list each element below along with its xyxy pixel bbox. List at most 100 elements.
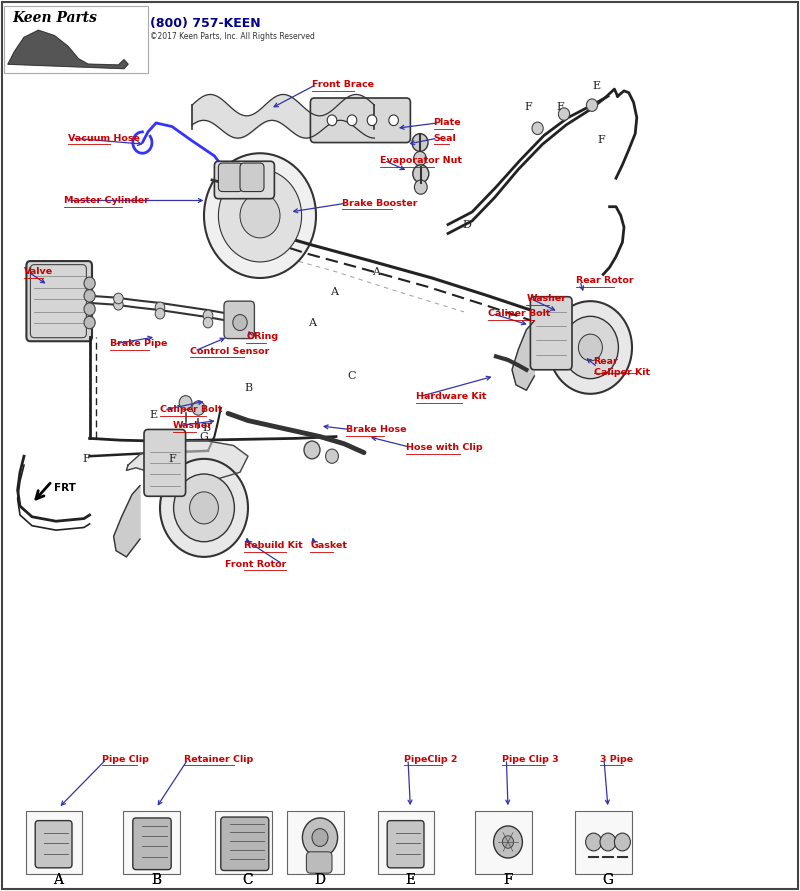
Text: F: F	[598, 135, 606, 145]
Circle shape	[502, 836, 514, 848]
Text: Hose with Clip: Hose with Clip	[406, 443, 483, 452]
Circle shape	[367, 115, 377, 126]
Text: A: A	[54, 873, 63, 887]
Text: Brake Pipe: Brake Pipe	[110, 339, 168, 348]
Text: Gasket: Gasket	[310, 541, 347, 550]
FancyBboxPatch shape	[133, 818, 171, 870]
Circle shape	[179, 396, 192, 410]
Circle shape	[240, 193, 280, 238]
Circle shape	[302, 818, 338, 857]
Text: Master Cylinder: Master Cylinder	[64, 196, 149, 205]
Polygon shape	[8, 30, 128, 69]
Polygon shape	[126, 441, 248, 481]
FancyBboxPatch shape	[310, 98, 410, 143]
Circle shape	[586, 99, 598, 111]
Text: Retainer Clip: Retainer Clip	[184, 755, 254, 764]
FancyBboxPatch shape	[221, 817, 269, 871]
Circle shape	[532, 122, 543, 135]
Text: C: C	[242, 873, 254, 887]
FancyBboxPatch shape	[530, 297, 572, 370]
Text: E: E	[406, 873, 415, 887]
Circle shape	[204, 153, 316, 278]
Text: B: B	[244, 382, 252, 393]
Circle shape	[203, 317, 213, 328]
Text: Plate: Plate	[434, 119, 462, 127]
Text: G: G	[199, 431, 209, 442]
Circle shape	[304, 441, 320, 459]
Text: (800) 757-KEEN: (800) 757-KEEN	[150, 17, 261, 29]
Circle shape	[414, 151, 426, 166]
Text: 3 Pipe: 3 Pipe	[600, 755, 633, 764]
Text: E: E	[150, 410, 158, 421]
Text: G: G	[602, 873, 614, 887]
Text: Control Sensor: Control Sensor	[190, 347, 270, 356]
Text: Hardware Kit: Hardware Kit	[416, 392, 486, 401]
Text: F: F	[82, 454, 90, 464]
Text: Rear
Caliper Kit: Rear Caliper Kit	[594, 357, 650, 377]
Text: B: B	[202, 422, 210, 433]
Text: Seal: Seal	[434, 134, 456, 143]
Circle shape	[600, 833, 616, 851]
Text: D: D	[462, 219, 472, 230]
Circle shape	[347, 115, 357, 126]
Circle shape	[203, 310, 213, 321]
Circle shape	[84, 277, 95, 290]
Circle shape	[312, 829, 328, 846]
Circle shape	[494, 826, 522, 858]
Circle shape	[192, 401, 205, 415]
FancyBboxPatch shape	[287, 811, 344, 874]
Text: A: A	[330, 287, 338, 298]
Text: Caliper Bolt: Caliper Bolt	[488, 309, 550, 318]
Text: B: B	[151, 873, 161, 887]
Circle shape	[327, 115, 337, 126]
Text: Valve: Valve	[24, 267, 53, 276]
Text: Keen Parts: Keen Parts	[12, 12, 97, 25]
Circle shape	[233, 315, 247, 331]
Text: F: F	[524, 102, 532, 112]
FancyBboxPatch shape	[387, 821, 424, 868]
Circle shape	[114, 293, 123, 304]
Circle shape	[413, 165, 429, 183]
Text: C: C	[242, 873, 254, 887]
Text: D: D	[314, 873, 326, 887]
Text: A: A	[372, 266, 380, 277]
Text: ©2017 Keen Parts, Inc. All Rights Reserved: ©2017 Keen Parts, Inc. All Rights Reserv…	[150, 32, 315, 41]
FancyBboxPatch shape	[26, 811, 82, 874]
Text: Caliper Bolt: Caliper Bolt	[160, 405, 222, 414]
FancyBboxPatch shape	[214, 161, 274, 199]
Circle shape	[414, 180, 427, 194]
Text: Brake Hose: Brake Hose	[346, 425, 406, 434]
Text: FRT: FRT	[54, 483, 76, 493]
FancyBboxPatch shape	[575, 811, 632, 874]
Text: A: A	[308, 317, 316, 328]
Polygon shape	[114, 486, 140, 557]
Text: Washer: Washer	[526, 294, 566, 303]
Text: F: F	[503, 873, 513, 887]
Text: Washer: Washer	[173, 421, 213, 430]
FancyBboxPatch shape	[4, 6, 148, 73]
Circle shape	[84, 290, 95, 302]
FancyBboxPatch shape	[306, 852, 332, 873]
Circle shape	[190, 492, 218, 524]
FancyBboxPatch shape	[123, 811, 180, 874]
Text: Brake Booster: Brake Booster	[342, 199, 418, 208]
Text: A: A	[54, 873, 63, 887]
Circle shape	[586, 833, 602, 851]
Polygon shape	[512, 321, 534, 390]
Circle shape	[218, 169, 302, 262]
Text: C: C	[348, 371, 356, 381]
FancyBboxPatch shape	[224, 301, 254, 339]
Circle shape	[578, 334, 602, 361]
Text: Rebuild Kit: Rebuild Kit	[244, 541, 302, 550]
FancyBboxPatch shape	[26, 261, 92, 341]
Circle shape	[160, 459, 248, 557]
Circle shape	[562, 316, 618, 379]
Circle shape	[389, 115, 398, 126]
FancyBboxPatch shape	[35, 821, 72, 868]
Text: G: G	[602, 873, 614, 887]
FancyBboxPatch shape	[378, 811, 434, 874]
Text: Evaporator Nut: Evaporator Nut	[380, 156, 462, 165]
Text: Rear Rotor: Rear Rotor	[576, 276, 634, 285]
FancyBboxPatch shape	[240, 163, 264, 192]
Circle shape	[614, 833, 630, 851]
